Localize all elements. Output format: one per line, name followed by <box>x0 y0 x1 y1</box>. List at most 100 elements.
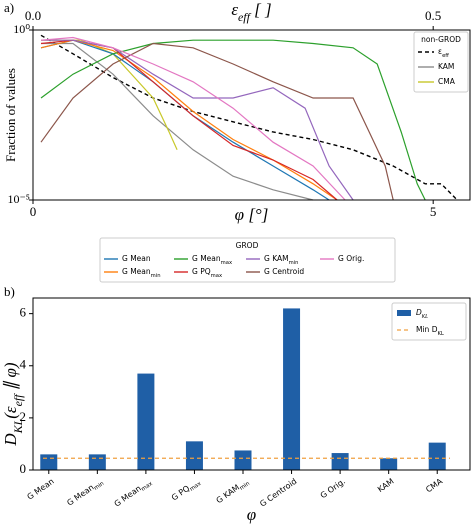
text-part: Min D <box>416 325 438 334</box>
legend-label: G Centroid <box>264 267 304 276</box>
bar <box>380 458 398 470</box>
text-part: G PQ <box>192 267 211 276</box>
legend-label: G Orig. <box>338 254 364 263</box>
bar <box>331 453 349 470</box>
text-part: G Mean <box>122 254 151 263</box>
legend-label: G Mean <box>122 254 151 263</box>
legend-box <box>413 31 469 93</box>
x-tick-label: G Centroid <box>258 476 298 508</box>
text-part: φ <box>235 205 244 224</box>
text-part: max <box>221 260 232 266</box>
text-part: G Mean <box>65 482 95 507</box>
text-part: G Mean <box>25 476 55 501</box>
y-tick-label: 10⁰ <box>13 22 30 36</box>
series-line <box>40 42 394 201</box>
y-tick-label: 4 <box>20 357 27 372</box>
panel-label: a) <box>4 0 14 15</box>
x-axis-label: φ [°] <box>235 205 269 224</box>
text-part: KAM <box>438 62 454 71</box>
legend-label: CMA <box>438 77 456 86</box>
text-part: CMA <box>424 476 444 494</box>
x-tick-label: G Meanmax <box>112 476 154 510</box>
series-line <box>41 39 178 151</box>
text-part: G Centroid <box>264 267 304 276</box>
text-part: G KAM <box>214 482 241 504</box>
text-part: G KAM <box>264 254 289 263</box>
series-line <box>40 39 338 201</box>
text-part: D <box>1 433 20 447</box>
text-part: G Centroid <box>258 476 298 508</box>
legend-label: DKL <box>416 308 428 320</box>
y-axis-label: Fraction of values <box>3 68 18 162</box>
text-part: [°] <box>244 205 268 224</box>
series-line <box>41 39 354 201</box>
y-tick-label: 10⁻⁵ <box>7 192 30 206</box>
y-tick-label: 6 <box>20 305 27 320</box>
series-line <box>40 36 346 201</box>
x-tick-label: 0 <box>30 204 37 219</box>
x2-tick-label: 0.0 <box>25 8 41 23</box>
text-part: min <box>289 260 299 266</box>
legend-label: εeff <box>438 47 449 59</box>
text-part: G Mean <box>112 483 142 508</box>
bar <box>428 442 446 470</box>
text-part: (ε <box>1 406 20 419</box>
plot-frame <box>32 297 471 471</box>
x-axis-label: φ <box>247 505 256 524</box>
text-part: KL <box>11 418 25 434</box>
series-line <box>41 42 314 201</box>
x-tick-label: KAM <box>376 476 396 493</box>
legend-box <box>391 302 467 341</box>
x-tick-label: G KAMmin <box>214 476 251 506</box>
panel-label: b) <box>4 284 15 299</box>
bar <box>283 308 301 470</box>
y-axis-label: DKL(εeff ∥ φ) <box>1 362 25 446</box>
x-tick-label: G PQmax <box>170 476 203 504</box>
text-part: G Mean <box>192 254 221 263</box>
series-line <box>40 39 330 201</box>
text-part: ∥ φ) <box>1 362 20 394</box>
legend-label: G PQmax <box>192 267 222 279</box>
text-part: KAM <box>376 476 396 493</box>
legend-swatch <box>397 310 411 316</box>
legend-title: non-GROD <box>421 35 461 44</box>
text-part: eff <box>442 53 449 59</box>
x-tick-label: 5 <box>430 204 437 219</box>
x2-axis-label: εeff [ ] <box>231 0 271 24</box>
text-part: min <box>151 273 161 279</box>
text-part: G Mean <box>122 267 151 276</box>
x-tick-label: CMA <box>424 476 444 494</box>
x2-tick-label: 0.5 <box>425 8 441 23</box>
legend-title: GROD <box>236 241 259 250</box>
text-part: KL <box>422 314 428 320</box>
legend-label: G KAMmin <box>264 254 299 266</box>
text-part: G PQ <box>170 483 191 502</box>
text-part: max <box>140 480 154 492</box>
series-line <box>40 39 338 201</box>
series-line <box>40 39 426 201</box>
y-tick-label: 0 <box>20 461 27 476</box>
legend-label: Min DKL <box>416 325 444 337</box>
x-tick-label: G Mean <box>25 476 55 501</box>
bar <box>234 450 252 470</box>
text-part: eff <box>11 393 25 407</box>
text-part: CMA <box>438 77 456 86</box>
bar <box>185 441 203 470</box>
legend-label: KAM <box>438 62 454 71</box>
text-part: G Orig. <box>318 476 346 500</box>
text-part: min <box>239 480 251 491</box>
text-part: KL <box>437 331 443 337</box>
y-tick-label: 2 <box>20 409 27 424</box>
text-part: eff <box>238 10 252 24</box>
plot-frame <box>32 29 471 201</box>
text-part: ε <box>231 0 238 19</box>
text-part: [ ] <box>250 0 272 19</box>
text-part: max <box>189 480 203 492</box>
text-part: ε <box>438 47 442 56</box>
text-part: G Orig. <box>338 254 364 263</box>
legend-box <box>99 237 396 283</box>
legend-label: G Meanmax <box>192 254 232 266</box>
x-tick-label: G Meanmin <box>65 476 105 509</box>
x-tick-label: G Orig. <box>318 476 346 500</box>
